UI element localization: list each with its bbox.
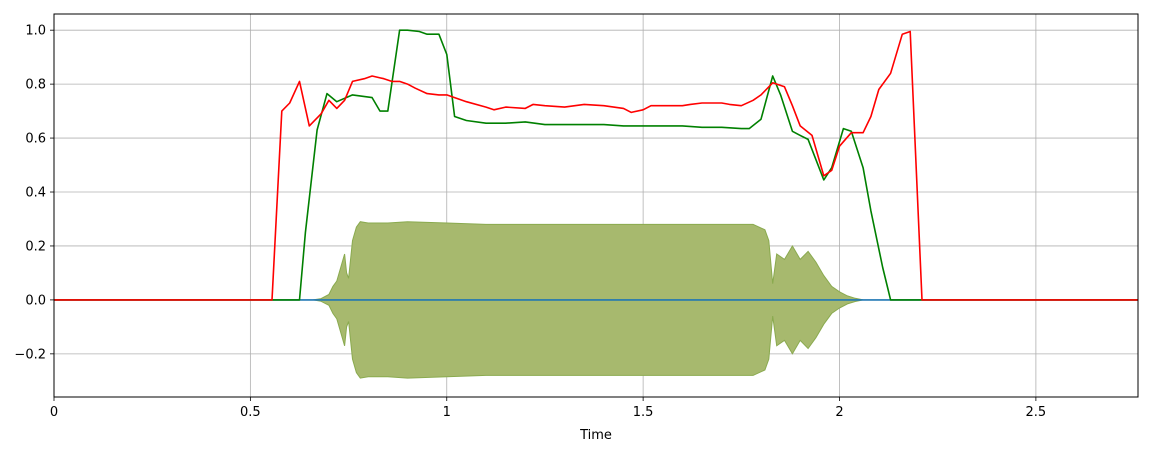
plot-frame (53, 13, 1139, 398)
series-line-ff0000 (54, 30, 1138, 301)
y-axis-ticks: −0.2 0.0 0.2 0.4 0.6 0.8 1.0 (14, 24, 54, 362)
x-tick-label: 0.5 (240, 405, 261, 420)
y-tick-label: −0.2 (14, 347, 46, 362)
y-tick-label: 0.4 (25, 186, 46, 201)
x-tick-label: 1.5 (633, 405, 654, 420)
y-tick-label: 1.0 (25, 24, 46, 39)
x-tick-label: 2.5 (1026, 405, 1047, 420)
y-tick-label: 0.0 (25, 293, 46, 308)
y-tick-label: 0.6 (25, 132, 46, 147)
x-tick-label: 1 (443, 405, 451, 420)
series-lines (54, 29, 1138, 301)
x-axis-label: Time (579, 428, 612, 443)
x-tick-label: 0 (50, 405, 58, 420)
y-tick-label: 0.2 (25, 239, 46, 254)
series-line-008000 (54, 29, 1138, 301)
x-axis-ticks: 0 0.5 1 1.5 2 2.5 (50, 397, 1046, 420)
y-tick-label: 0.8 (25, 78, 46, 93)
x-tick-label: 2 (835, 405, 843, 420)
